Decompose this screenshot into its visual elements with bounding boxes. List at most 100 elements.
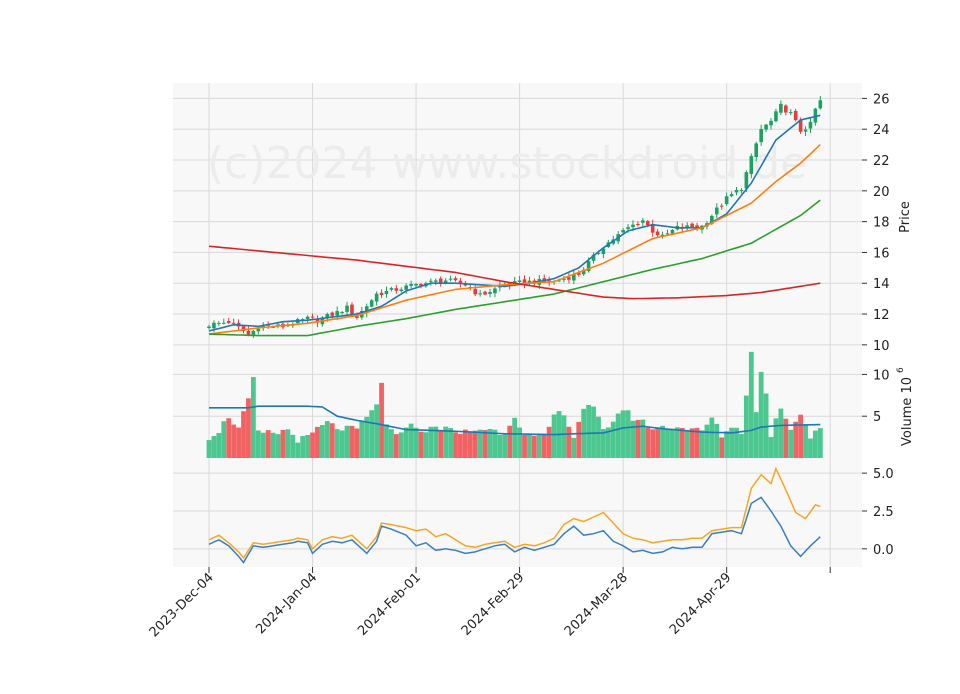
candle-body [478,293,482,295]
candle-body [340,312,344,314]
candle-body [724,196,729,205]
candle-body [759,128,763,143]
volume-bar [655,428,661,458]
candle-body [438,278,443,284]
price-y-tick-label: 10 [873,339,890,354]
volume-bar [295,442,301,458]
candle-body [522,279,527,285]
volume-bar [758,371,764,458]
volume-bar [670,428,675,458]
candle-body [567,277,571,280]
candle-body [212,322,216,329]
candle-body [719,205,724,207]
volume-bar [527,434,532,458]
candle-body [641,220,645,223]
volume-bar [226,418,232,458]
candle-body [483,291,487,295]
volume-bar [467,431,473,458]
volume-bar [689,428,695,458]
volume-bar [645,427,651,458]
candle-body [631,224,635,228]
volume-bar [605,427,611,458]
candle-body [335,311,339,316]
volume-bar [344,425,350,458]
candle-body [818,100,823,109]
candle-body [670,229,675,234]
volume-bar [541,434,547,458]
volume-bar [586,404,592,458]
signal-line [208,466,821,560]
volume-bar [255,430,261,458]
volume-bar [339,430,345,458]
candle-body [788,112,793,114]
volume-bar [763,393,769,458]
price-moving-average-line [208,199,821,337]
candle-body [231,322,236,324]
candle-body [429,280,433,282]
candle-body [576,272,581,275]
volume-bar [315,426,320,458]
volume-bar [433,426,439,458]
price-y-tick-label: 18 [873,216,890,231]
volume-bar [206,440,212,458]
volume-bar [413,427,419,458]
candle-body [453,278,458,281]
candle-body [626,227,630,229]
x-tick-label: 2024-Feb-29 [459,570,528,639]
volume-bar [546,426,552,458]
volume-bar [768,437,774,458]
candle-body [315,319,320,323]
volume-bar [640,419,646,458]
volume-bar [418,431,424,458]
volume-bar [517,427,522,458]
volume-axis-exponent: 6 [896,367,906,373]
price-axis-label: Price [898,201,913,233]
price-moving-average-line [208,114,821,332]
volume-bar [305,435,310,458]
candle-body [325,314,330,318]
candle-body [493,288,497,294]
volume-bar [285,429,291,458]
volume-bar [812,430,818,458]
volume-bar [783,418,789,458]
candle-body [779,103,783,113]
volume-bar [512,417,518,458]
volume-bar [610,421,616,458]
candle-body [729,194,734,197]
candle-body [394,288,399,291]
candle-body [803,129,808,132]
volume-bar [699,430,705,458]
price-moving-average-line [208,245,821,300]
volume-bar [374,404,380,458]
candle-body [305,316,310,319]
volume-bar [453,432,458,458]
volume-bar [300,436,306,458]
candle-body [389,288,394,290]
candle-body [241,326,246,331]
candle-body [527,280,532,284]
candle-body [734,189,739,193]
volume-bar [472,430,478,458]
volume-bar [379,382,384,458]
candle-body [207,326,211,329]
candle-body [685,225,690,229]
candle-body [355,316,359,318]
volume-bar [596,416,601,458]
price-y-tick-label: 12 [873,308,890,323]
volume-bar [729,427,734,458]
candle-body [562,278,566,280]
volume-bar [260,432,266,458]
volume-bar [734,427,739,458]
macd-y-tick-label: 5.0 [873,467,894,482]
candle-body [645,220,650,226]
volume-bar [492,429,498,458]
volume-bar [270,432,276,458]
volume-bar [753,412,759,458]
price-y-tick-label: 22 [873,154,890,169]
candle-body [369,300,374,307]
macd-y-tick-label: 0.0 [873,543,894,558]
volume-bar [601,428,606,458]
volume-bar [423,432,429,458]
